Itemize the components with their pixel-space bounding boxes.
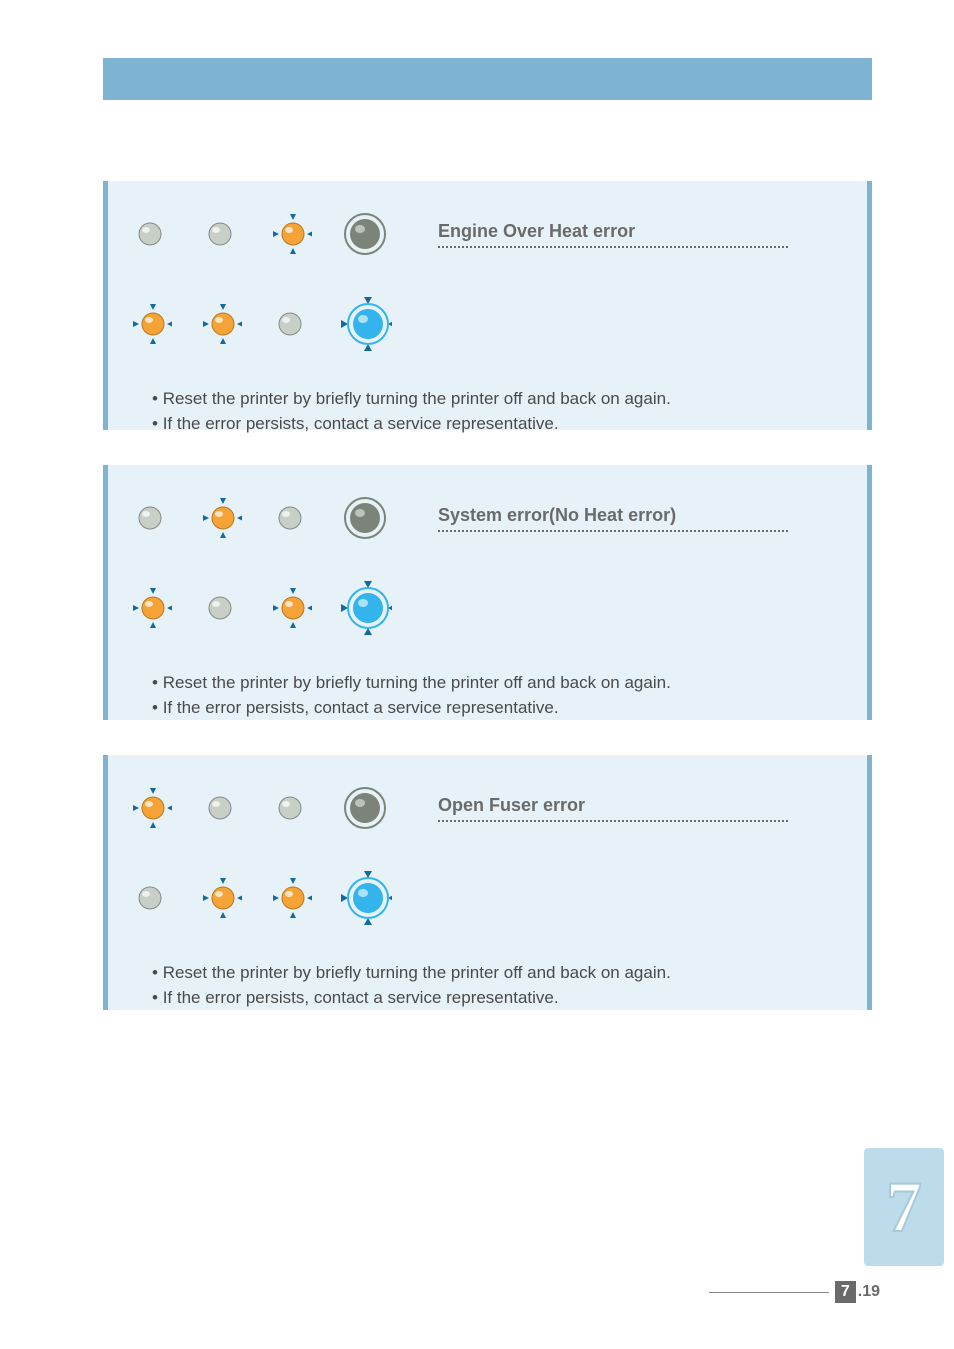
footer-page-num: 19 bbox=[862, 1283, 880, 1300]
led-amber-blink-icon bbox=[128, 302, 172, 346]
button-blue-blink-icon bbox=[338, 297, 392, 351]
led-off-icon bbox=[268, 786, 312, 830]
chapter-tab: 7 bbox=[864, 1148, 944, 1266]
desc-line: Reset the printer by briefly turning the… bbox=[163, 389, 671, 408]
footer-page: .19 bbox=[858, 1283, 880, 1301]
button-blue-blink-icon bbox=[338, 871, 392, 925]
led-row-bottom bbox=[108, 835, 867, 925]
desc-line: Reset the printer by briefly turning the… bbox=[163, 673, 671, 692]
led-amber-blink-icon bbox=[128, 786, 172, 830]
led-amber-blink-icon bbox=[268, 212, 312, 256]
error-title: Open Fuser error bbox=[438, 795, 788, 822]
led-off-icon bbox=[128, 212, 172, 256]
error-description: • Reset the printer by briefly turning t… bbox=[108, 925, 867, 1010]
led-amber-blink-icon bbox=[268, 876, 312, 920]
led-off-icon bbox=[268, 302, 312, 346]
error-card-open-fuser: Open Fuser error • Reset the printer by … bbox=[103, 755, 872, 1010]
led-amber-blink-icon bbox=[198, 496, 242, 540]
led-off-icon bbox=[128, 496, 172, 540]
button-blue-blink-icon bbox=[338, 581, 392, 635]
led-row-bottom bbox=[108, 545, 867, 635]
button-grey-icon bbox=[338, 781, 392, 835]
desc-line: Reset the printer by briefly turning the… bbox=[163, 963, 671, 982]
led-row-top: System error(No Heat error) bbox=[108, 465, 867, 545]
error-card-system-error: System error(No Heat error) • Reset the … bbox=[103, 465, 872, 720]
header-bar bbox=[103, 58, 872, 100]
led-amber-blink-icon bbox=[128, 586, 172, 630]
led-row-top: Open Fuser error bbox=[108, 755, 867, 835]
led-off-icon bbox=[268, 496, 312, 540]
led-amber-blink-icon bbox=[198, 876, 242, 920]
led-row-top: Engine Over Heat error bbox=[108, 181, 867, 261]
led-off-icon bbox=[198, 786, 242, 830]
led-row-bottom bbox=[108, 261, 867, 351]
error-title: System error(No Heat error) bbox=[438, 505, 788, 532]
desc-line: If the error persists, contact a service… bbox=[163, 414, 559, 433]
error-description: • Reset the printer by briefly turning t… bbox=[108, 635, 867, 720]
led-amber-blink-icon bbox=[268, 586, 312, 630]
button-grey-icon bbox=[338, 491, 392, 545]
led-off-icon bbox=[198, 212, 242, 256]
desc-line: If the error persists, contact a service… bbox=[163, 698, 559, 717]
page-footer: 7.19 bbox=[709, 1281, 880, 1303]
error-title: Engine Over Heat error bbox=[438, 221, 788, 248]
led-off-icon bbox=[198, 586, 242, 630]
led-amber-blink-icon bbox=[198, 302, 242, 346]
footer-chapter: 7 bbox=[835, 1281, 856, 1303]
led-off-icon bbox=[128, 876, 172, 920]
chapter-number: 7 bbox=[886, 1166, 922, 1249]
desc-line: If the error persists, contact a service… bbox=[163, 988, 559, 1007]
error-card-engine-over-heat: Engine Over Heat error • Reset the print… bbox=[103, 181, 872, 430]
footer-rule bbox=[709, 1292, 829, 1293]
button-grey-icon bbox=[338, 207, 392, 261]
error-description: • Reset the printer by briefly turning t… bbox=[108, 351, 867, 436]
